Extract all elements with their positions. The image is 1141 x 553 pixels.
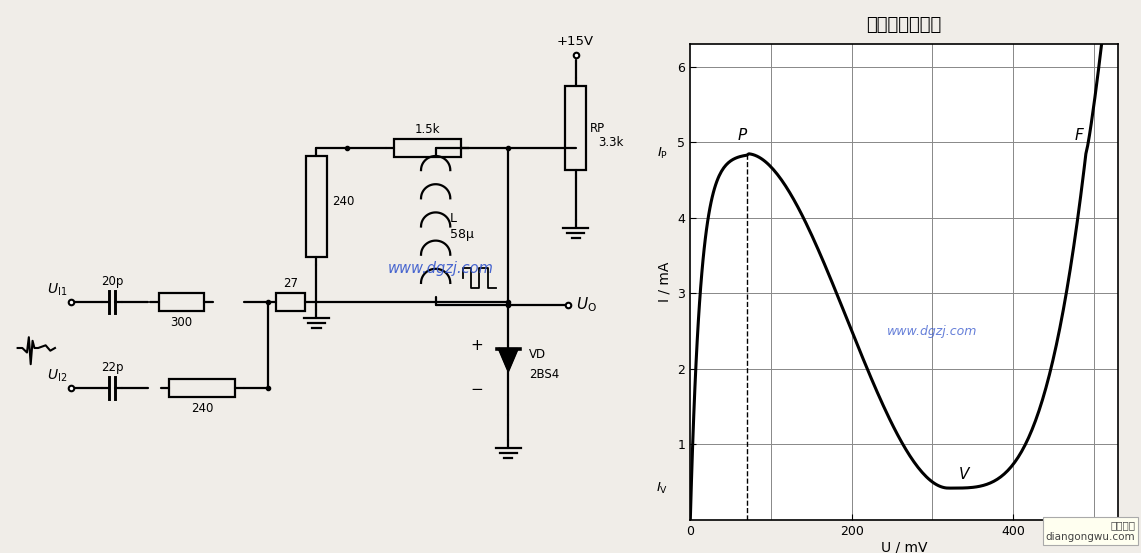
Text: www.dgzj.com: www.dgzj.com (388, 260, 494, 275)
Text: 2BS4: 2BS4 (529, 368, 559, 382)
Bar (394, 139, 461, 157)
Text: 27: 27 (283, 277, 298, 290)
Bar (169, 379, 235, 397)
Title: 遂道管伏安曲线: 遂道管伏安曲线 (867, 17, 941, 34)
Text: −: − (471, 383, 484, 398)
Text: VD: VD (529, 348, 547, 362)
Text: 58μ: 58μ (451, 228, 474, 241)
Text: $U_{\rm I1}$: $U_{\rm I1}$ (47, 282, 67, 298)
Text: 300: 300 (170, 316, 193, 329)
Y-axis label: I / mA: I / mA (658, 262, 672, 302)
Text: $I_{\rm V}$: $I_{\rm V}$ (656, 481, 667, 495)
Text: L: L (451, 212, 458, 225)
Polygon shape (499, 349, 518, 371)
Text: +15V: +15V (557, 35, 594, 48)
Text: RP: RP (590, 122, 606, 134)
Text: 22p: 22p (100, 361, 123, 374)
Bar (276, 293, 305, 311)
Text: $I_{\rm P}$: $I_{\rm P}$ (656, 146, 667, 161)
Text: 20p: 20p (100, 275, 123, 288)
Bar (565, 86, 586, 170)
Text: 3.3k: 3.3k (599, 137, 624, 149)
Text: $V$: $V$ (958, 466, 972, 482)
Text: 240: 240 (191, 402, 213, 415)
X-axis label: U / mV: U / mV (881, 540, 928, 553)
Text: $F$: $F$ (1074, 127, 1085, 143)
Text: 电工之屋
diangongwu.com: 电工之屋 diangongwu.com (1045, 520, 1135, 542)
Text: 240: 240 (332, 195, 355, 208)
Text: www.dgzj.com: www.dgzj.com (888, 325, 978, 337)
Text: $U_{\rm I2}$: $U_{\rm I2}$ (47, 368, 67, 384)
Text: $P$: $P$ (737, 127, 748, 143)
Bar (306, 156, 326, 257)
Text: $U_{\rm O}$: $U_{\rm O}$ (576, 296, 597, 314)
Text: 1.5k: 1.5k (414, 123, 440, 136)
Bar (159, 293, 204, 311)
Text: +: + (471, 337, 484, 352)
